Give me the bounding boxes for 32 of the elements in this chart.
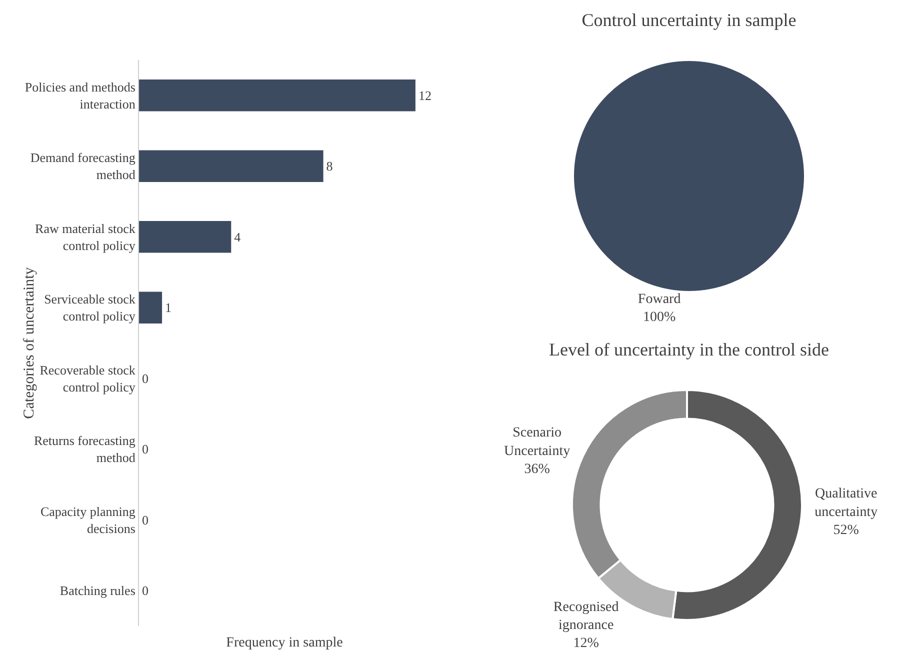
data-label: 52% <box>833 523 860 538</box>
data-label: 0 <box>142 512 148 528</box>
bar <box>139 79 416 112</box>
data-label: 8 <box>326 158 333 174</box>
data-label: 12 <box>418 88 432 103</box>
data-label: 1 <box>165 300 172 316</box>
data-label: 0 <box>142 583 148 598</box>
bar <box>139 150 324 182</box>
y-tick-label: Capacity planning decisions <box>40 504 136 536</box>
data-label: 100% <box>642 310 676 326</box>
y-tick-label: Batching rules <box>60 583 136 598</box>
slice-label: Recognised ignorance <box>553 600 619 634</box>
data-label: 0 <box>142 442 148 457</box>
slice-label: Scenario Uncertainty <box>504 426 570 459</box>
bar <box>139 292 162 324</box>
y-axis-title: Categories of uncertainty <box>22 266 38 419</box>
bar <box>139 220 232 253</box>
y-tick-label: Returns forecasting method <box>34 433 136 466</box>
data-label: 12% <box>573 636 600 652</box>
data-label: 36% <box>524 462 550 478</box>
data-label: 0 <box>142 370 148 386</box>
y-tick-label: Recoverable stock control policy <box>40 362 136 394</box>
x-axis-title: Frequency in sample <box>226 635 343 650</box>
y-tick-label: Policies and methods interaction <box>24 79 136 112</box>
data-label: 4 <box>234 229 242 244</box>
y-tick-label: Raw material stock control policy <box>35 220 136 253</box>
y-tick-label: Serviceable stock control policy <box>44 292 136 324</box>
slice-label: Qualitative uncertainty <box>814 486 878 520</box>
slice-label: Foward <box>638 292 681 307</box>
chart-title: Level of uncertainty in the control side <box>549 340 829 360</box>
chart-title: Control uncertainty in sample <box>582 10 796 30</box>
y-tick-label: Demand forecasting method <box>30 150 136 182</box>
